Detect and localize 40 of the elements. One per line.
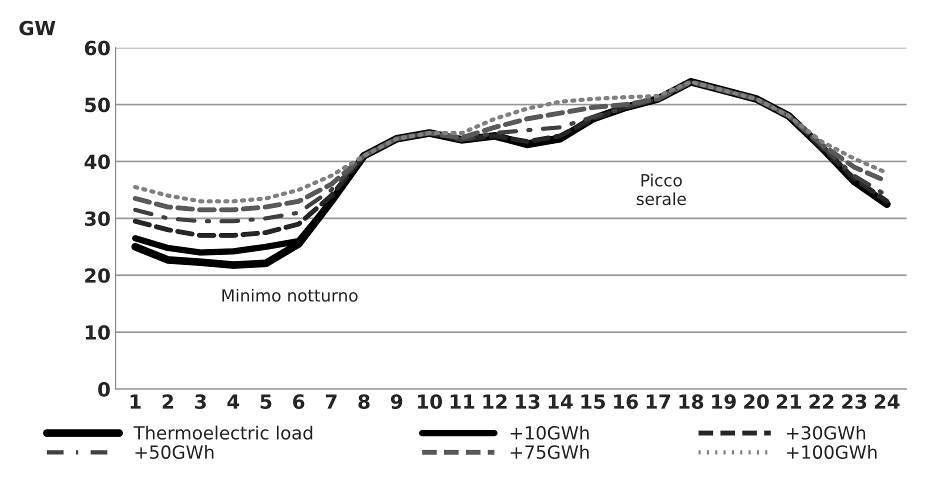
x-tick-label: 12 [483,394,507,409]
x-tick-label: 4 [227,394,240,409]
legend-label: +10GWh [510,426,589,440]
y-tick-label: 20 [85,268,110,283]
y-tick-label: 50 [85,98,110,112]
y-tick-label: 40 [84,154,110,170]
annotation: Picco serale [636,174,686,206]
legend-label: +30GWh [787,426,866,440]
x-tick-label: 6 [293,394,304,409]
x-tick-label: 5 [260,394,272,409]
x-tick-label: 2 [162,394,173,409]
x-tick-label: 15 [581,394,605,409]
x-tick-label: 9 [390,394,402,409]
annotation: Minimo notturno [222,288,358,302]
x-tick-label: 18 [679,394,704,409]
legend-label: +75GWh [510,444,589,459]
x-tick-label: 1 [130,394,141,409]
x-tick-label: 3 [195,394,206,409]
x-tick-label: 10 [418,394,442,409]
x-tick-label: 17 [646,394,670,409]
x-tick-label: 16 [614,394,638,409]
x-tick-label: 23 [842,394,866,409]
y-tick-label: 10 [86,325,110,340]
y-tick-label: 30 [85,211,110,226]
x-tick-label: 19 [712,394,736,409]
x-tick-label: 22 [810,394,834,409]
y-axis-title: GW [19,20,56,36]
legend-label: +100GWh [787,444,877,459]
x-tick-label: 13 [516,394,540,409]
y-tick-label: 0 [98,382,110,397]
x-tick-label: 8 [358,394,370,409]
y-tick-label: 60 [84,40,110,56]
legend-label: +50GWh [135,444,214,459]
x-tick-label: 20 [744,394,769,409]
x-tick-label: 24 [874,394,900,409]
x-tick-label: 7 [326,394,337,409]
x-tick-label: 21 [776,394,802,409]
x-tick-label: 11 [450,394,474,409]
legend-label: Thermoelectric load [134,426,312,440]
x-tick-label: 14 [548,394,573,409]
